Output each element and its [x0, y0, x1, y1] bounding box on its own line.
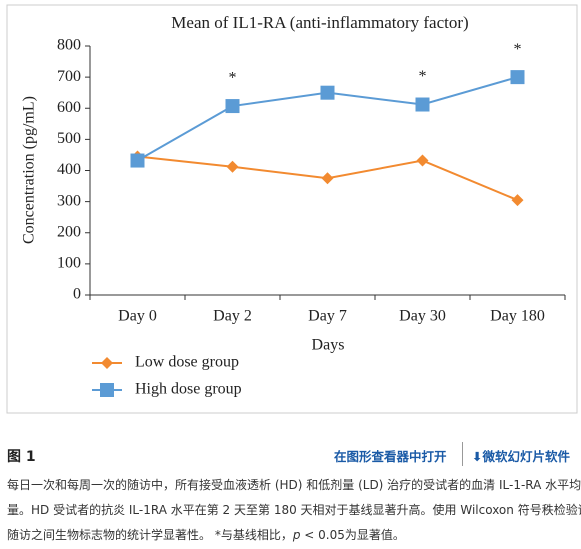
y-tick-label: 600: [57, 99, 81, 116]
point: [320, 85, 335, 100]
point: [510, 70, 525, 85]
legend-marker: [100, 383, 114, 397]
download-text: 微软幻灯片软件: [482, 449, 570, 464]
annotation: *: [229, 70, 237, 87]
x-tick-label: Day 0: [118, 308, 157, 325]
y-axis-label: Concentration (pg/mL): [21, 96, 38, 244]
y-tick-label: 800: [57, 37, 81, 54]
y-tick-label: 0: [73, 286, 81, 303]
chart-frame: [6, 4, 578, 414]
x-tick-label: Day 2: [213, 308, 252, 325]
legend-marker: [101, 357, 113, 369]
caption-part: 随访之间生物标志物的统计学显著性。 *与基线相比，: [7, 528, 293, 542]
y-tick-label: 100: [57, 255, 81, 272]
caption-line: 随访之间生物标志物的统计学显著性。 *与基线相比，p < 0.05为显著值。: [7, 526, 405, 543]
annotation: *: [514, 41, 522, 58]
caption-line: 每日一次和每周一次的随访中，所有接受血液透析 (HD) 和低剂量 (LD) 治疗…: [7, 478, 581, 492]
point: [321, 172, 334, 185]
y-tick-label: 300: [57, 192, 81, 209]
download-link[interactable]: ⬇微软幻灯片软件: [472, 446, 570, 465]
y-tick-label: 500: [57, 130, 81, 147]
caption-part: p: [292, 528, 301, 542]
download-icon: ⬇: [472, 449, 483, 464]
x-tick-label: Day 7: [308, 308, 347, 325]
figure-label: 图 1: [7, 449, 36, 465]
y-tick-label: 400: [57, 161, 81, 178]
chart: Mean of IL1-RA (anti-inflammatory factor…: [6, 4, 578, 414]
chart-title: Mean of IL1-RA (anti-inflammatory factor…: [171, 13, 468, 32]
point: [130, 153, 145, 168]
caption-line: 量。HD 受试者的抗炎 IL-1RA 水平在第 2 天至第 180 天相对于基线…: [7, 503, 581, 517]
annotation: *: [419, 68, 427, 85]
point: [511, 194, 524, 207]
caption-part: < 0.05为显著值。: [300, 528, 405, 542]
divider: [462, 442, 463, 466]
x-tick-label: Day 30: [399, 308, 446, 325]
point: [225, 99, 240, 114]
legend-label: High dose group: [135, 381, 242, 398]
x-axis-label: Days: [312, 337, 345, 354]
point: [416, 154, 429, 167]
point: [415, 97, 430, 112]
legend-label: Low dose group: [135, 354, 239, 371]
y-tick-label: 700: [57, 68, 81, 85]
x-tick-label: Day 180: [490, 308, 545, 325]
open-link[interactable]: 在图形查看器中打开: [334, 449, 447, 464]
point: [226, 160, 239, 173]
y-tick-label: 200: [57, 223, 81, 240]
